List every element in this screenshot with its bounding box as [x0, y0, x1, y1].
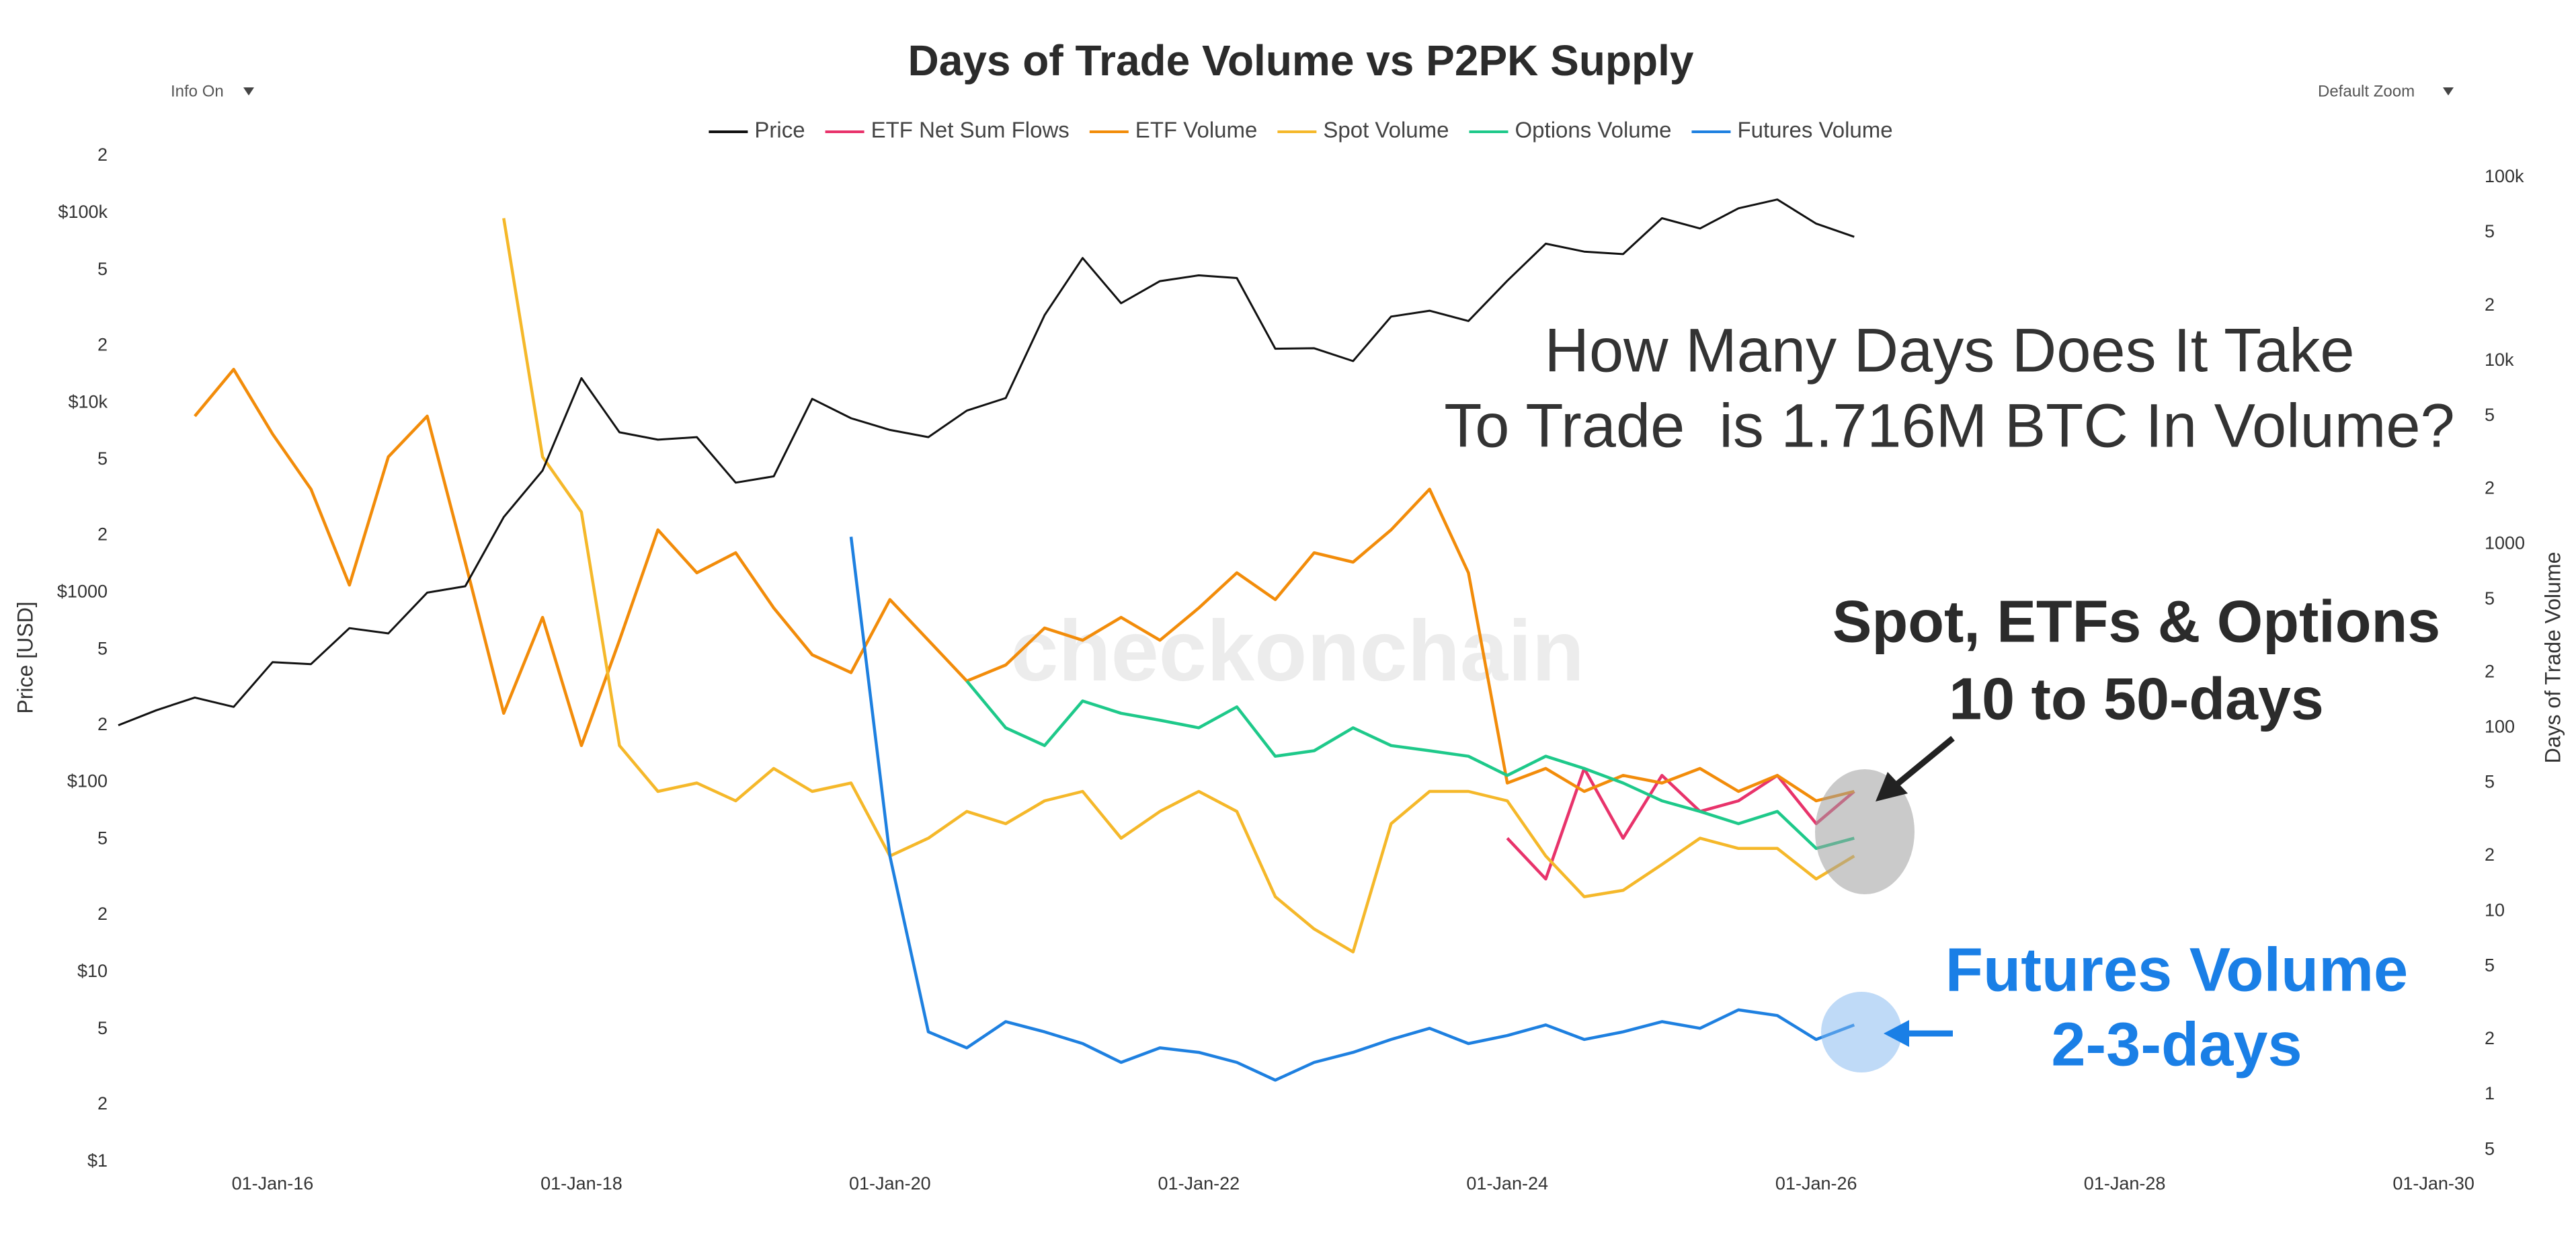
series-line	[1506, 767, 1855, 881]
annotation: To Trade is 1.716M BTC In Volume?	[1444, 391, 2454, 460]
x-tick-label: 01-Jan-26	[1775, 1173, 1857, 1194]
y2-tick-label: 10	[2485, 900, 2505, 920]
series-line	[502, 218, 1855, 953]
y2-tick-label: 5	[2485, 221, 2495, 241]
y-tick-label: 5	[97, 1018, 108, 1038]
y2-tick-label: 100	[2485, 717, 2515, 737]
legend-label: Spot Volume	[1323, 118, 1449, 143]
legend-label: Options Volume	[1515, 118, 1672, 143]
y2-axis-title: Days of Trade Volume	[2540, 552, 2565, 764]
y-tick-label: 2	[97, 334, 108, 354]
x-tick-label: 01-Jan-18	[540, 1173, 622, 1194]
annotation: Spot, ETFs & Options	[1833, 588, 2440, 654]
y2-tick-label: 1000	[2485, 533, 2525, 553]
legend-item[interactable]: Options Volume	[1469, 118, 1672, 143]
y-tick-label: 5	[97, 448, 108, 469]
legend-item[interactable]: ETF Net Sum Flows	[825, 118, 1070, 143]
y2-tick-label: 1	[2485, 1083, 2495, 1103]
arrow-head	[1876, 772, 1908, 801]
legend-label: Futures Volume	[1737, 118, 1892, 143]
x-tick-label: 01-Jan-22	[1158, 1173, 1240, 1194]
watermark: checkonchain	[1010, 603, 1584, 699]
y2-tick-label: 100k	[2485, 166, 2524, 186]
x-tick-label: 01-Jan-16	[232, 1173, 314, 1194]
legend-item[interactable]: Futures Volume	[1691, 118, 1893, 143]
arrow-head	[1884, 1020, 1909, 1047]
zoom-control[interactable]: Default Zoom	[2318, 82, 2454, 100]
zoom-select[interactable]: Default Zoom	[2318, 82, 2415, 100]
dropdown-arrow[interactable]	[2443, 87, 2454, 95]
annotation: How Many Days Does It Take	[1545, 316, 2355, 385]
annotation: 10 to 50-days	[1949, 665, 2324, 732]
y-tick-label: $100k	[58, 202, 108, 222]
y-tick-label: 5	[97, 259, 108, 279]
plot-area	[118, 198, 1855, 1082]
y-tick-label: 2	[97, 1093, 108, 1113]
y2-tick-label: 2	[2485, 845, 2495, 865]
y2-tick-label: 5	[2485, 405, 2495, 425]
y-tick-label: 2	[97, 904, 108, 924]
x-tick-label: 01-Jan-28	[2084, 1173, 2166, 1194]
y2-tick-label: 2	[2485, 661, 2495, 681]
dropdown-arrow[interactable]	[243, 87, 254, 95]
y-tick-label: 2	[97, 145, 108, 165]
legend-label: ETF Volume	[1135, 118, 1258, 143]
y2-tick-label: 2	[2485, 295, 2495, 315]
y2-tick-label: 2	[2485, 478, 2495, 498]
x-tick-label: 01-Jan-24	[1466, 1173, 1548, 1194]
y2-tick-label: 5	[2485, 772, 2495, 792]
y-tick-label: 5	[97, 828, 108, 849]
info-control[interactable]: Info On	[171, 82, 254, 100]
legend: Price ETF Net Sum Flows ETF Volume Spot Vol…	[709, 118, 1893, 143]
series-line	[965, 680, 1855, 851]
arrow-dark	[1876, 736, 1955, 801]
y-tick-label: $1	[87, 1150, 108, 1171]
y-tick-label: $10	[77, 961, 108, 981]
legend-item[interactable]: Spot Volume	[1277, 118, 1449, 143]
y2-tick-label: 5	[2485, 1138, 2495, 1159]
arrow-blue	[1884, 1020, 1953, 1047]
y-tick-label: 5	[97, 638, 108, 658]
x-tick-label: 01-Jan-20	[849, 1173, 931, 1194]
chart-title: Days of Trade Volume vs P2PK Supply	[908, 36, 1694, 85]
highlight-ellipse	[1815, 769, 1915, 894]
legend-item[interactable]: Price	[709, 118, 805, 143]
y-tick-label: 2	[97, 524, 108, 545]
y2-tick-label: 10k	[2485, 350, 2514, 370]
y-tick-label: $100	[67, 771, 108, 791]
y-tick-label: $1000	[57, 581, 108, 601]
annotation: Futures Volume	[1945, 935, 2408, 1004]
annotation: 2-3-days	[2051, 1010, 2302, 1079]
y2-tick-label: 2	[2485, 1028, 2495, 1048]
series-line	[118, 198, 1855, 726]
legend-label: ETF Net Sum Flows	[871, 118, 1070, 143]
y-tick-label: $10k	[68, 391, 108, 412]
y2-tick-label: 5	[2485, 588, 2495, 609]
x-tick-label: 01-Jan-30	[2392, 1173, 2474, 1194]
info-toggle[interactable]: Info On	[171, 82, 224, 100]
y-tick-label: 2	[97, 714, 108, 734]
series-line	[849, 537, 1855, 1082]
legend-item[interactable]: ETF Volume	[1089, 118, 1258, 143]
arrow-shaft	[1890, 736, 1955, 791]
series-line	[194, 368, 1855, 803]
y-axis-title: Price [USD]	[13, 601, 37, 713]
highlight-circle	[1821, 992, 1902, 1072]
y2-tick-label: 5	[2485, 955, 2495, 975]
legend-label: Price	[754, 118, 805, 143]
